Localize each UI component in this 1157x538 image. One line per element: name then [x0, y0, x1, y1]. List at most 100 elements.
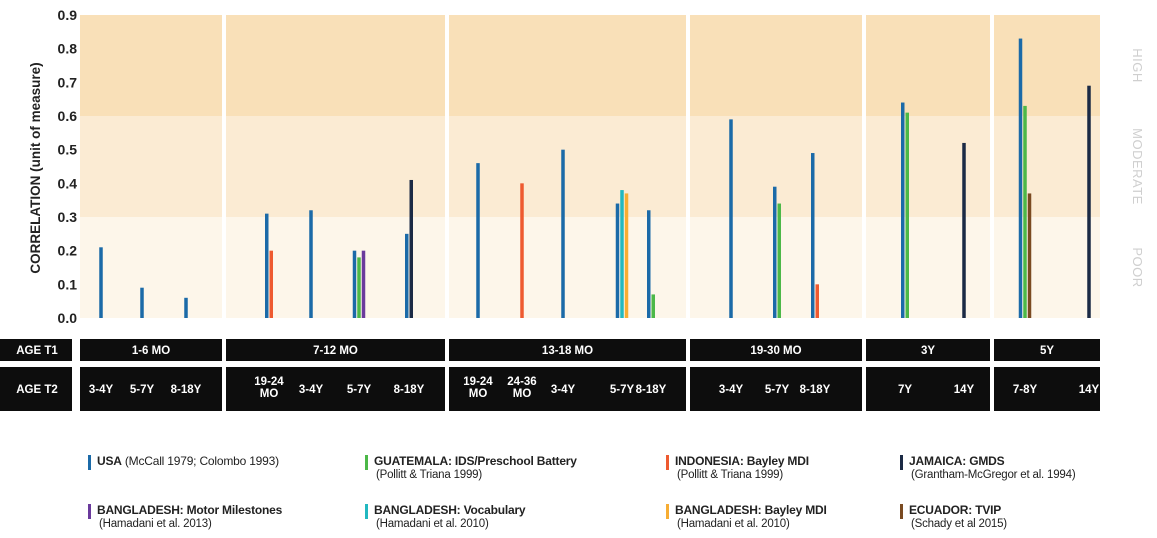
age-t2-label: AGE T2: [16, 384, 58, 396]
age-t1-cell: [80, 339, 222, 361]
bar-usa: [811, 153, 815, 318]
band-label-moderate: MODERATE: [1130, 128, 1145, 205]
bar-usa: [729, 119, 733, 318]
age-t1-cell: [866, 339, 990, 361]
age-t2-cell-label: 8-18Y: [800, 384, 831, 396]
age-t2-cell-label: 14Y: [1079, 384, 1100, 396]
category-bands: [80, 15, 1100, 318]
bar-usa: [476, 163, 480, 318]
bar-guatemala: [357, 257, 361, 318]
bar-usa: [309, 210, 313, 318]
age-t2-cell-label: 5-7Y: [130, 384, 155, 396]
age-t2-cell: [449, 367, 686, 411]
group-separator: [862, 15, 866, 321]
bar-usa: [405, 233, 409, 318]
bar-indonesia: [269, 250, 273, 318]
group-separator: [445, 15, 449, 321]
band-label-poor: POOR: [1130, 247, 1145, 287]
bar-usa: [615, 203, 620, 318]
age-t2-cell-label: 8-18Y: [394, 384, 425, 396]
y-tick-label: 0.1: [58, 276, 78, 292]
bar-usa: [265, 213, 269, 318]
age-t2-cell-label: 3-4Y: [719, 384, 744, 396]
bar-usa: [140, 287, 144, 318]
y-tick-label: 0.9: [58, 7, 78, 23]
bar-indonesia: [815, 284, 819, 318]
age-t2-cell-label: 24-36 MO: [507, 376, 536, 400]
age-t2-cell-label: 3-4Y: [551, 384, 576, 396]
age-t2-cell-label: 5-7Y: [347, 384, 372, 396]
age-t1-cell-label: 3Y: [921, 345, 935, 357]
y-tick-label: 0.6: [58, 108, 78, 124]
age-t1-cell: [994, 339, 1100, 361]
group-separator: [990, 15, 994, 321]
y-axis: 0.0 0.1 0.2 0.3 0.4 0.5 0.6 0.7 0.8 0.9: [58, 7, 78, 326]
band-labels: POOR MODERATE HIGH: [1130, 48, 1145, 287]
age-t2-cell-label: 7Y: [898, 384, 912, 396]
age-t2-cell-label: 19-24 MO: [254, 376, 284, 400]
age-t1-cell-label: 13-18 MO: [542, 345, 593, 357]
y-tick-label: 0.0: [58, 310, 78, 326]
bar-jamaica: [409, 179, 413, 318]
y-tick-label: 0.7: [58, 74, 78, 90]
age-t1-cell-label: 5Y: [1040, 345, 1054, 357]
age-t2-cell: [690, 367, 862, 411]
bar-jamaica: [962, 142, 966, 318]
age-t1-cell: [449, 339, 686, 361]
bars: [99, 38, 1091, 319]
age-t2-cell-label: 8-18Y: [171, 384, 202, 396]
age-t2-cell-label: 7-8Y: [1013, 384, 1038, 396]
bar-usa: [647, 210, 651, 318]
group-separator: [686, 15, 690, 321]
y-tick-label: 0.4: [58, 175, 78, 191]
y-tick-label: 0.3: [58, 209, 78, 225]
age-t2-cell-label: 3-4Y: [89, 384, 114, 396]
bar-usa: [184, 297, 188, 318]
age-t2-cell-label: 19-24 MO: [463, 376, 493, 400]
bar-ecuador: [1027, 193, 1032, 318]
bar-guatemala: [1023, 105, 1027, 319]
band-label-high: HIGH: [1130, 48, 1145, 83]
group-separator: [222, 15, 226, 321]
bar-usa: [1018, 38, 1023, 319]
band-high: [80, 15, 1100, 116]
bar-bangladesh_vocab: [620, 190, 624, 318]
bar-usa: [773, 186, 777, 318]
age-t2-cell-label: 5-7Y: [765, 384, 790, 396]
age-t2-cell: [226, 367, 445, 411]
age-t1-label: AGE T1: [16, 345, 58, 357]
age-t2-row-bg: [0, 367, 72, 411]
age-t1-cell: [690, 339, 862, 361]
bar-guatemala: [905, 112, 909, 318]
age-t1-cell-label: 1-6 MO: [132, 345, 170, 357]
band-poor: [80, 217, 1100, 318]
age-t2-cell-label: 8-18Y: [636, 384, 667, 396]
band-moderate: [80, 116, 1100, 217]
bar-usa: [99, 247, 103, 318]
age-t2-cell-label: 3-4Y: [299, 384, 324, 396]
y-axis-label: CORRELATION (unit of measure): [28, 62, 43, 273]
age-t1-cell-label: 19-30 MO: [750, 345, 801, 357]
bar-usa: [561, 149, 565, 318]
bar-guatemala: [651, 294, 655, 318]
bar-usa: [901, 102, 905, 319]
y-tick-label: 0.5: [58, 142, 78, 158]
age-t1-cell-label: 7-12 MO: [313, 345, 358, 357]
bar-guatemala: [777, 203, 781, 318]
bar-bangladesh_motor: [361, 250, 366, 318]
age-t2-cell-label: 14Y: [954, 384, 975, 396]
age-t2-cell: [994, 367, 1100, 411]
age-t1-cell: [226, 339, 445, 361]
age-t2-cell-label: 5-7Y: [610, 384, 635, 396]
bar-jamaica: [1087, 85, 1091, 318]
y-tick-label: 0.2: [58, 243, 78, 259]
bar-usa: [352, 250, 357, 318]
age-t2-cell: [866, 367, 990, 411]
bar-bangladesh_bayley: [624, 193, 629, 318]
age-t1-row-bg: [0, 339, 72, 361]
y-tick-label: 0.8: [58, 41, 78, 57]
age-t2-cell: [80, 367, 222, 411]
group-separators: [222, 15, 994, 321]
